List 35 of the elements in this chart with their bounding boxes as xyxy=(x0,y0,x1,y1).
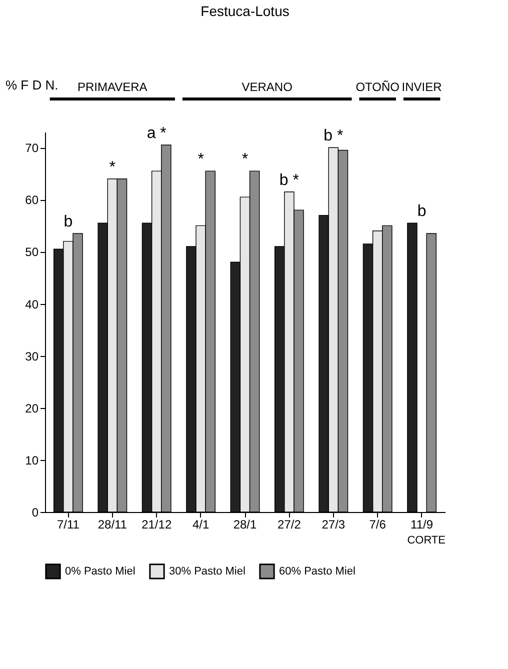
text: OTOÑO xyxy=(356,80,400,94)
legend-label: 30% Pasto Miel xyxy=(169,565,246,578)
annotation: b xyxy=(417,203,426,220)
x-tick-label: 7/6 xyxy=(369,518,386,532)
annotation: b * xyxy=(324,128,344,145)
text: VERANO xyxy=(242,80,292,94)
text: PRIMAVERA xyxy=(78,80,148,94)
y-tick-label: 30 xyxy=(25,349,39,364)
annotation: * xyxy=(198,151,204,168)
legend-label: 0% Pasto Miel xyxy=(65,565,136,578)
x-tick-label: 27/3 xyxy=(322,518,346,532)
annotation: b * xyxy=(279,172,299,189)
y-tick-label: 10 xyxy=(25,453,39,468)
x-tick-label: 28/11 xyxy=(98,518,128,532)
annotation: b xyxy=(64,214,73,231)
legend-label: 60% Pasto Miel xyxy=(279,565,356,578)
x-tick-label: 28/1 xyxy=(233,518,257,532)
annotation: * xyxy=(242,151,248,168)
y-tick-label: 40 xyxy=(25,297,39,312)
y-tick-label: 60 xyxy=(25,193,39,208)
x-tick-label: 27/2 xyxy=(278,518,302,532)
y-tick-label: 50 xyxy=(25,245,39,260)
text: INVIER xyxy=(402,80,442,94)
annotation: a * xyxy=(146,125,166,142)
x-tick-label: 21/12 xyxy=(142,518,172,532)
x-axis-title: CORTE xyxy=(407,534,446,546)
x-tick-label: 4/1 xyxy=(192,518,210,532)
x-tick-label: 7/11 xyxy=(56,518,80,532)
chart-title: Festuca-Lotus xyxy=(200,3,290,19)
y-tick-label: 20 xyxy=(25,401,39,416)
y-axis-title: % F D N. xyxy=(6,78,58,92)
annotation: * xyxy=(109,158,116,176)
y-tick-label: 70 xyxy=(25,141,39,156)
x-tick-label: 11/9 xyxy=(410,518,434,532)
y-tick-label: 0 xyxy=(32,506,39,520)
